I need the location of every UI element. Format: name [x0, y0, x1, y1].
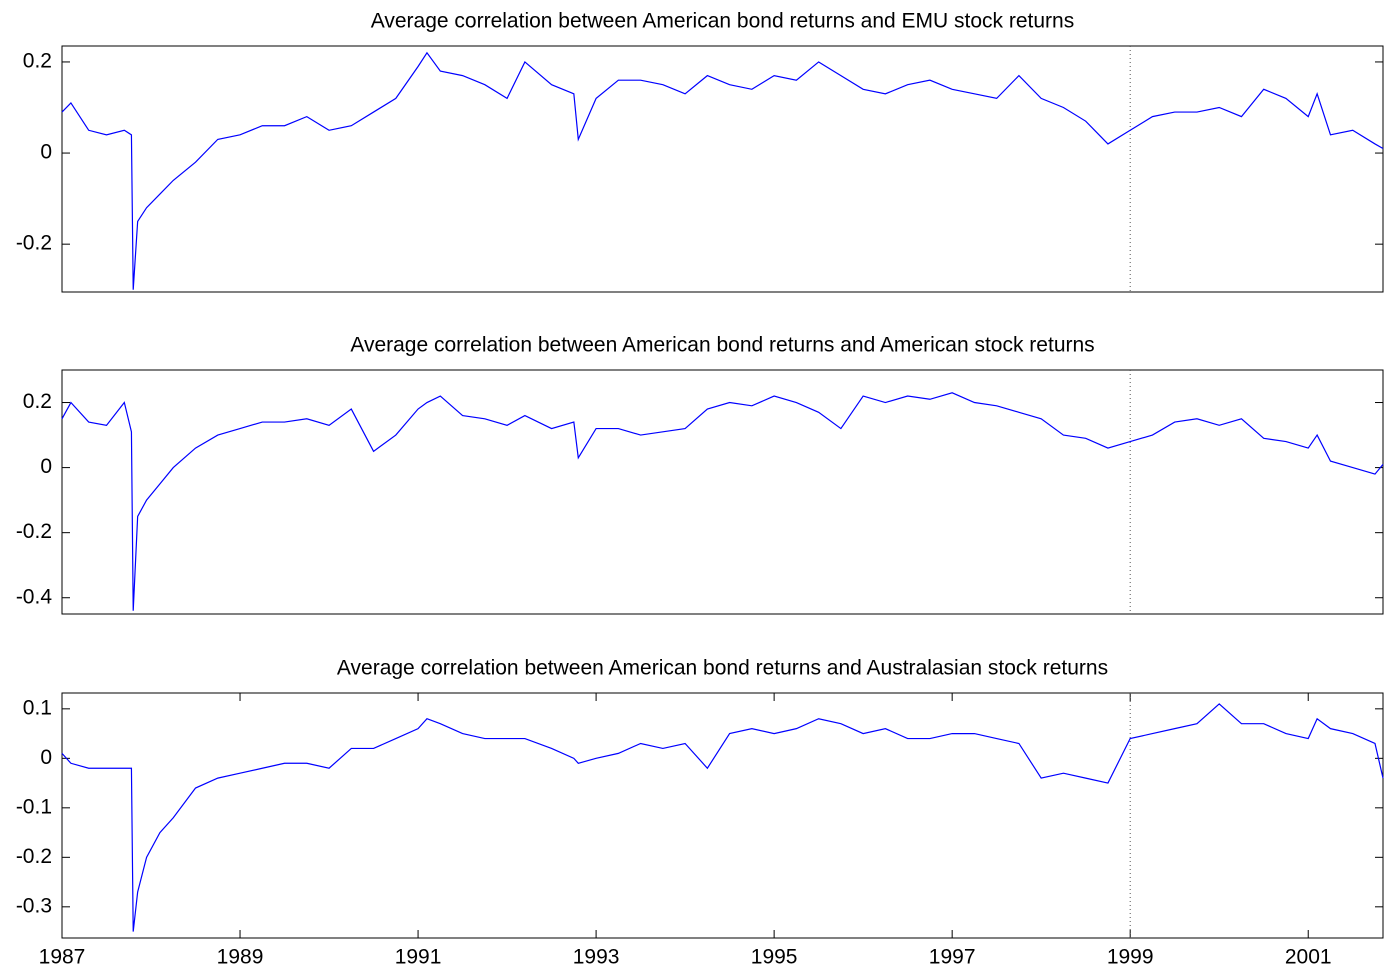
y-tick-label: -0.2	[16, 845, 52, 868]
x-tick-label: 1991	[395, 946, 442, 969]
x-tick-label: 1987	[39, 946, 86, 969]
y-tick-label: 0.2	[23, 49, 52, 72]
y-tick-label: 0	[40, 746, 52, 769]
chart-title: Average correlation between American bon…	[337, 657, 1108, 680]
chart-title: Average correlation between American bon…	[350, 334, 1094, 357]
y-tick-label: -0.4	[16, 585, 53, 608]
y-tick-label: -0.1	[16, 795, 52, 818]
y-tick-label: 0.1	[23, 696, 52, 719]
data-line	[61, 51, 1384, 290]
y-tick-label: 0	[40, 455, 52, 478]
x-tick-label: 1999	[1107, 946, 1154, 969]
y-tick-label: 0.2	[23, 390, 52, 413]
x-tick-label: 1997	[929, 946, 976, 969]
chart-title: Average correlation between American bon…	[371, 10, 1074, 33]
data-line	[61, 703, 1384, 932]
y-tick-label: 0	[40, 141, 52, 164]
y-tick-label: -0.2	[16, 520, 52, 543]
x-tick-label: 2001	[1285, 946, 1332, 969]
x-tick-label: 1995	[751, 946, 798, 969]
x-tick-label: 1989	[217, 946, 264, 969]
x-tick-label: 1993	[573, 946, 620, 969]
plot-frame	[61, 369, 1384, 615]
y-tick-label: -0.3	[16, 894, 52, 917]
data-line	[61, 392, 1384, 611]
plot-frame	[61, 692, 1384, 939]
plot-frame	[61, 45, 1384, 293]
y-tick-label: -0.2	[16, 232, 52, 255]
